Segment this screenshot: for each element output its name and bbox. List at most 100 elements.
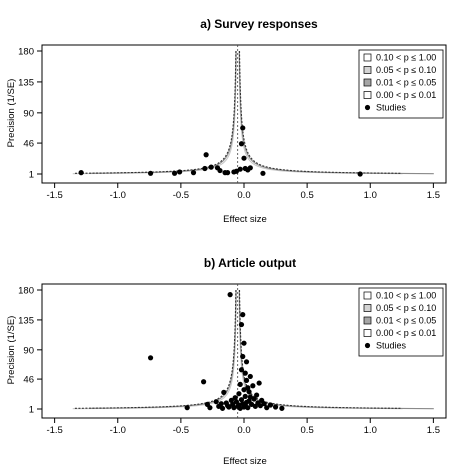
study-point: [217, 167, 223, 174]
study-point: [227, 292, 233, 298]
x-axis-label: Effect size: [223, 456, 267, 467]
x-tick-label: -1.5: [46, 190, 62, 201]
y-tick-label: 90: [23, 345, 34, 356]
y-tick-label: 1: [29, 170, 34, 181]
study-point: [246, 389, 252, 395]
x-tick-label: -1.5: [46, 425, 62, 436]
legend-label: 0.10 < p ≤ 1.00: [376, 53, 436, 63]
study-point: [267, 402, 274, 408]
study-point: [243, 377, 250, 384]
legend-label: Studies: [376, 341, 407, 351]
legend-swatch: [363, 53, 372, 62]
study-point: [208, 164, 214, 170]
x-tick-label: -1.0: [110, 190, 126, 201]
study-point: [232, 395, 238, 401]
study-point: [204, 401, 210, 407]
study-point: [279, 405, 285, 411]
x-tick-label: -0.5: [173, 190, 189, 201]
study-point: [228, 397, 234, 403]
y-tick-label: 1: [29, 405, 34, 416]
study-point: [236, 391, 242, 397]
panel-survey-responses: a) Survey responses Effect size Precisio…: [6, 17, 447, 225]
study-point: [240, 125, 246, 131]
study-point: [243, 359, 250, 365]
study-point: [241, 340, 247, 346]
funnel-contour-left: [72, 290, 237, 410]
study-point: [241, 155, 247, 161]
study-point: [238, 321, 245, 328]
legend-swatch: [363, 329, 372, 337]
study-point: [190, 170, 197, 176]
study-point: [238, 141, 245, 147]
y-tick-label: 135: [18, 315, 34, 326]
study-point: [251, 396, 257, 402]
study-point: [242, 370, 248, 376]
x-tick-label: 1.5: [427, 190, 440, 201]
x-tick-label: 1.0: [364, 190, 377, 201]
legend-label: 0.05 < p ≤ 0.10: [376, 303, 436, 313]
study-point: [147, 170, 154, 176]
funnel-contour-left: [74, 50, 237, 174]
study-point: [177, 169, 183, 175]
legend-marker: [364, 342, 371, 349]
x-tick-label: 0.5: [301, 425, 314, 436]
study-point: [78, 170, 84, 176]
y-tick-label: 90: [23, 108, 34, 119]
legend-swatch: [363, 304, 372, 312]
study-point: [256, 380, 262, 386]
legend-label: 0.05 < p ≤ 0.10: [376, 65, 436, 75]
funnel-contour-left: [74, 289, 237, 409]
study-point: [254, 392, 260, 398]
x-tick-label: 0.5: [301, 190, 314, 201]
funnel-contour-left: [90, 51, 237, 174]
study-point: [247, 165, 253, 171]
study-point: [272, 404, 279, 410]
legend-frame: [358, 287, 444, 357]
study-point: [201, 379, 207, 385]
legend-label: 0.00 < p ≤ 0.01: [376, 328, 436, 338]
study-point: [238, 367, 245, 373]
study-point: [147, 355, 154, 361]
study-point: [237, 381, 243, 387]
y-axis-label: Precision (1/SE): [6, 316, 17, 385]
study-point: [219, 405, 226, 411]
legend-label: 0.10 < p ≤ 1.00: [376, 291, 436, 301]
study-point: [221, 389, 227, 395]
legend-swatch: [363, 91, 372, 99]
legend: 0.10 < p ≤ 1.00 0.05 < p ≤ 0.10 0.01 < p ≤…: [358, 287, 444, 357]
legend-swatch: [363, 291, 372, 300]
study-point: [218, 401, 224, 407]
study-point: [237, 166, 243, 172]
study-point: [240, 312, 246, 318]
panel-article-output: b) Article output Effect size Precision …: [6, 256, 447, 467]
study-point: [203, 152, 209, 158]
study-point: [264, 405, 270, 411]
legend-label: Studies: [376, 103, 407, 113]
y-tick-label: 46: [23, 375, 34, 386]
y-axis-label: Precision (1/SE): [6, 79, 17, 148]
x-tick-label: -0.5: [173, 425, 189, 436]
study-point: [224, 170, 231, 176]
legend-label: 0.00 < p ≤ 0.01: [376, 90, 436, 100]
study-point: [357, 171, 363, 177]
funnel-contour-left: [90, 290, 237, 409]
study-point: [250, 383, 256, 389]
chart-title: a) Survey responses: [200, 17, 318, 31]
y-tick-label: 180: [18, 47, 34, 58]
study-point: [261, 401, 267, 407]
study-point: [213, 399, 219, 405]
x-tick-label: 1.5: [427, 425, 440, 436]
study-point: [238, 397, 245, 403]
x-tick-label: 0.0: [237, 190, 250, 201]
study-point: [245, 385, 251, 391]
legend-swatch: [363, 78, 372, 87]
y-tick-label: 135: [18, 77, 34, 88]
x-tick-label: 1.0: [364, 425, 377, 436]
funnel-contour-right: [238, 51, 401, 174]
legend-frame: [358, 49, 444, 119]
chart-title: b) Article output: [204, 256, 296, 270]
legend-swatch: [363, 66, 372, 74]
study-point: [202, 165, 208, 172]
legend-marker: [364, 104, 371, 111]
study-point: [260, 170, 266, 176]
